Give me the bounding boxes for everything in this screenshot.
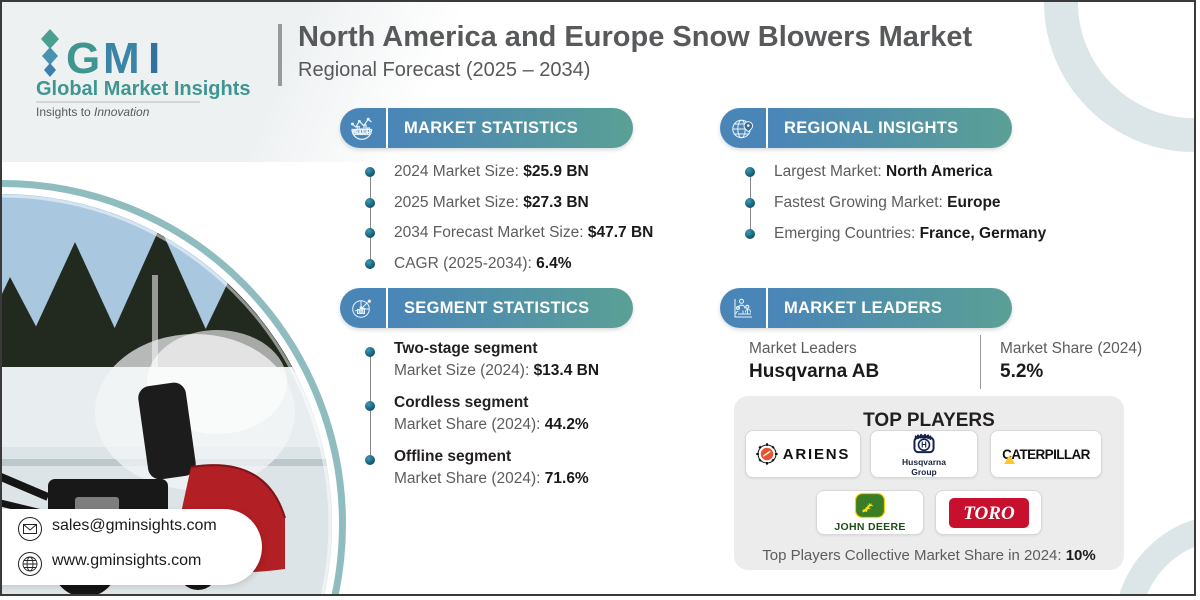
svg-text:Global Market Insights: Global Market Insights <box>36 78 250 100</box>
svg-text:TORO: TORO <box>963 503 1015 524</box>
svg-text:I: I <box>148 34 158 83</box>
svg-text:G: G <box>66 34 98 83</box>
svg-text:H: H <box>921 441 927 450</box>
svg-text:Insights to Innovation: Insights to Innovation <box>36 105 150 119</box>
svg-text:M: M <box>103 34 138 83</box>
